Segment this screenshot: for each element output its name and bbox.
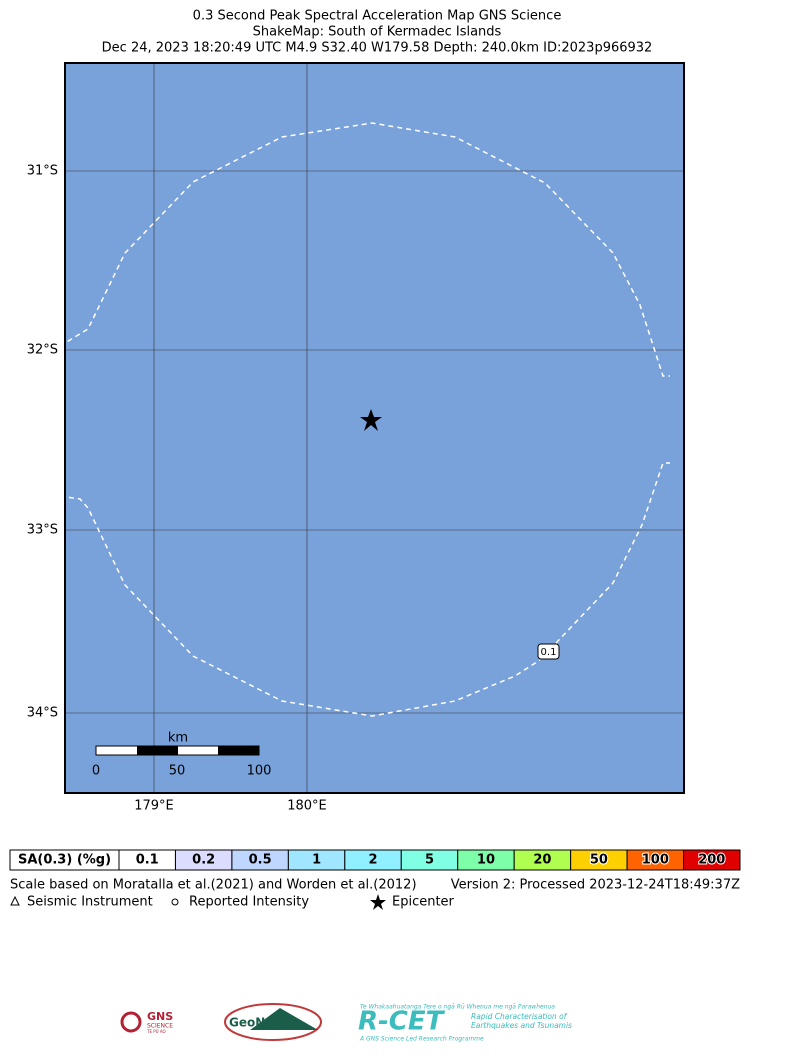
legend-label: 1 [312,853,321,868]
legend-label: 5 [425,853,434,868]
epicenter-symbol [370,894,386,910]
lat-label: 32°S [27,343,58,358]
instrument-symbol [10,895,20,906]
logo-text: TE PŪ AO [146,1029,166,1034]
legend-label: 10 [477,853,495,868]
legend-label: 200 [698,853,725,868]
logo-text: Te Whakaahuatanga Tere o ngā Rū Whenua m… [360,1004,555,1011]
symbol-label: Reported Intensity [189,895,309,910]
legend-title: SA(0.3) (%g) [18,853,111,868]
scale-label: 50 [169,764,186,779]
title-line: ShakeMap: South of Kermadec Islands [253,25,502,40]
scale-label: 0 [92,764,100,779]
lat-label: 31°S [27,164,58,179]
gns-logo: GNS SCIENCE TE PŪ AO [120,1010,173,1034]
scale-label: 100 [247,764,272,779]
lat-label: 33°S [27,523,58,538]
rcet-logo: Te Whakaahuatanga Tere o ngā Rū Whenua m… [358,1004,572,1043]
logo-text: GeoNet [229,1016,279,1030]
legend-label: 100 [642,853,669,868]
epicenter [360,409,382,431]
contour-label-box [537,643,560,660]
intensity-symbol [171,898,179,906]
scale-unit: km [168,731,188,746]
legend-swatch [683,849,741,871]
legend-label: 0.1 [136,853,159,868]
lon-label: 179°E [134,799,174,814]
title-line: 0.3 Second Peak Spectral Acceleration Ma… [193,9,562,24]
version: Version 2: Processed 2023-12-24T18:49:37… [451,878,740,893]
logo-text: A GNS Science Led Research Programme [359,1036,484,1043]
geonet-logo: GeoNet [224,1003,322,1041]
scale-bar [95,745,260,756]
logo-text: Earthquakes and Tsunamis [471,1021,572,1030]
logo-text: Rapid Characterisation of [471,1012,568,1021]
legend-label: 2 [369,853,378,868]
symbol-label: Epicenter [392,895,455,910]
legend-label: 0.5 [249,853,272,868]
legend-note: Scale based on Moratalla et al.(2021) an… [10,878,417,893]
lon-label: 180°E [287,799,327,814]
logo-text: SCIENCE [147,1023,173,1030]
legend-label: 50 [590,853,608,868]
lat-label: 34°S [27,706,58,721]
contour [65,122,670,717]
legend-label: 0.2 [192,853,215,868]
symbol-label: Seismic Instrument [27,895,153,910]
map-frame [64,62,685,794]
logo-text: R-CET [358,1007,446,1037]
legend-label: 20 [533,853,551,868]
title-line: Dec 24, 2023 18:20:49 UTC M4.9 S32.40 W1… [102,41,653,56]
contour-label: 0.1 [541,647,557,658]
logo-text: GNS [147,1010,173,1023]
